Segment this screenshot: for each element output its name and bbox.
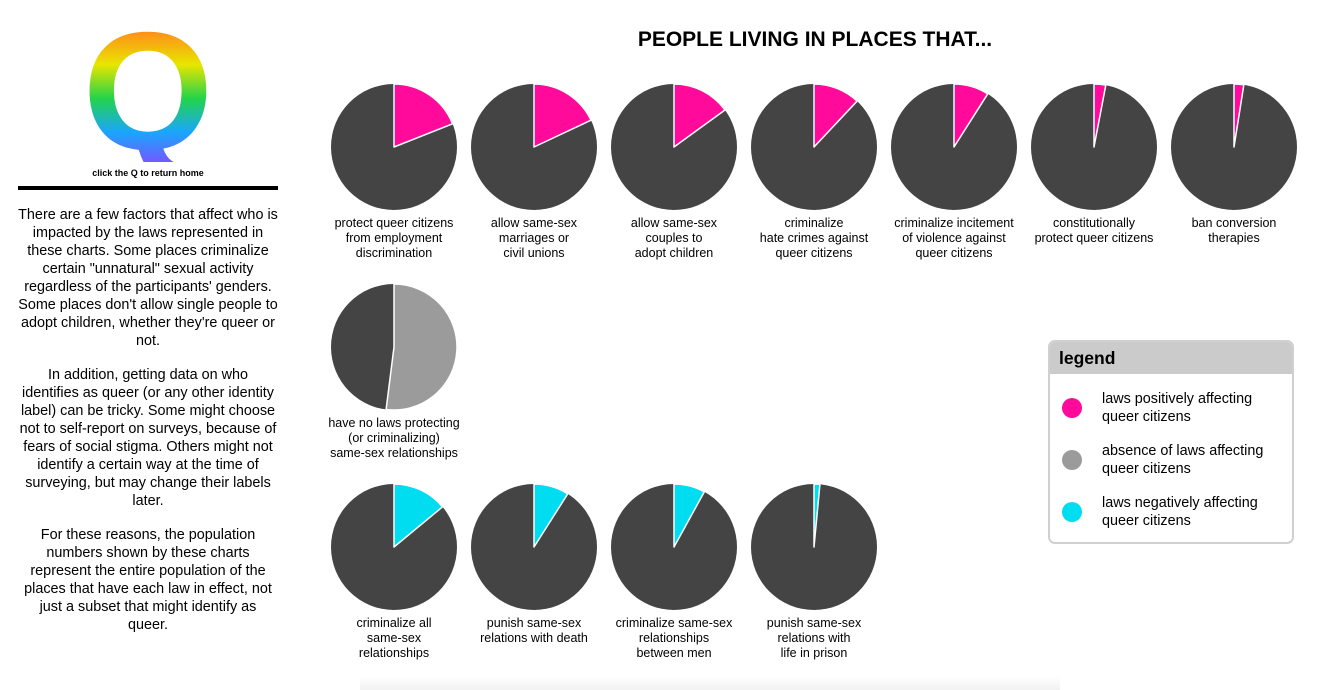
legend-title: legend xyxy=(1050,342,1292,374)
legend-label-absence: absence of laws affecting queer citizens xyxy=(1102,443,1264,477)
sidebar: Q click the Q to return home There are a… xyxy=(18,22,278,650)
pie-slice-positive xyxy=(953,83,989,148)
q-logo[interactable]: Q xyxy=(83,22,213,162)
pie-slice-absence xyxy=(385,283,458,411)
pie-svg xyxy=(331,483,457,610)
pie-label: have no laws protecting (or criminalizin… xyxy=(328,416,460,460)
pie-chart-2: allow same-sex marriages or civil unions xyxy=(464,82,604,261)
pie-chart-9: criminalize all same-sex relationships xyxy=(324,482,464,661)
pie-chart-11: criminalize same-sex relationships betwe… xyxy=(604,482,744,661)
pie-label: constitutionally protect queer citizens xyxy=(1034,216,1154,245)
pie-svg xyxy=(471,83,597,210)
pie-slice-positive xyxy=(1233,83,1245,148)
pie-chart-4: criminalize hate crimes against queer ci… xyxy=(744,82,884,261)
legend-item-positive: laws positively affecting queer citizens xyxy=(1062,390,1292,426)
pie-label: allow same-sex couples to adopt children xyxy=(630,216,718,260)
pie-label: protect queer citizens from employment d… xyxy=(334,216,454,260)
paragraph-3: For these reasons, the population number… xyxy=(24,527,272,633)
pie-svg xyxy=(1171,83,1297,210)
pie-chart-5: criminalize incitement of violence again… xyxy=(884,82,1024,261)
pie-slice-positive xyxy=(1093,83,1107,148)
pie-label: criminalize hate crimes against queer ci… xyxy=(759,216,869,260)
pie-slice-positive xyxy=(813,83,858,148)
pie-label: ban conversion therapies xyxy=(1191,216,1277,245)
pie-svg xyxy=(1031,83,1157,210)
legend-swatch-negative xyxy=(1062,502,1082,522)
pie-chart-1: protect queer citizens from employment d… xyxy=(324,82,464,261)
sidebar-text: There are a few factors that affect who … xyxy=(18,206,278,634)
bottom-fade xyxy=(360,676,1060,690)
legend: legend laws positively affecting queer c… xyxy=(1048,340,1294,544)
pie-label: criminalize same-sex relationships betwe… xyxy=(615,616,733,660)
pie-svg xyxy=(471,483,597,610)
pie-chart-8: have no laws protecting (or criminalizin… xyxy=(324,282,464,461)
pie-label: criminalize all same-sex relationships xyxy=(356,616,432,660)
pie-label: allow same-sex marriages or civil unions xyxy=(490,216,578,260)
pie-chart-10: punish same-sex relations with death xyxy=(464,482,604,646)
pie-chart-12: punish same-sex relations with life in p… xyxy=(744,482,884,661)
pie-slice-positive xyxy=(533,83,592,148)
pie-slice-positive xyxy=(393,83,454,148)
paragraph-2: In addition, getting data on who identif… xyxy=(19,367,277,509)
pie-slice-positive xyxy=(673,83,726,148)
pie-label: criminalize incitement of violence again… xyxy=(894,216,1014,260)
legend-item-absence: absence of laws affecting queer citizens xyxy=(1062,442,1292,478)
pie-chart-7: ban conversion therapies xyxy=(1164,82,1304,246)
paragraph-1: There are a few factors that affect who … xyxy=(18,207,278,349)
legend-swatch-positive xyxy=(1062,398,1082,418)
logo-letter: Q xyxy=(83,22,213,162)
legend-label-positive: laws positively affecting queer citizens xyxy=(1102,391,1253,425)
pie-chart-6: constitutionally protect queer citizens xyxy=(1024,82,1164,246)
pie-slice-negative xyxy=(813,483,821,548)
pie-slice-negative xyxy=(533,483,569,548)
pie-svg xyxy=(331,283,458,411)
divider xyxy=(18,186,278,190)
legend-swatch-absence xyxy=(1062,450,1082,470)
pie-slice-negative xyxy=(393,483,444,548)
pie-svg xyxy=(611,83,737,210)
pie-svg xyxy=(891,83,1017,210)
pie-svg xyxy=(331,83,457,210)
pie-label: punish same-sex relations with life in p… xyxy=(766,616,862,660)
pie-slice-negative xyxy=(673,483,706,548)
legend-item-negative: laws negatively affecting queer citizens xyxy=(1062,494,1292,530)
pie-svg xyxy=(611,483,737,610)
pie-chart-3: allow same-sex couples to adopt children xyxy=(604,82,744,261)
chart-title: PEOPLE LIVING IN PLACES THAT... xyxy=(637,28,993,51)
pie-label: punish same-sex relations with death xyxy=(480,616,588,645)
pie-svg xyxy=(751,483,877,610)
home-hint: click the Q to return home xyxy=(92,168,204,178)
legend-label-negative: laws negatively affecting queer citizens xyxy=(1102,495,1258,529)
pie-svg xyxy=(751,83,877,210)
